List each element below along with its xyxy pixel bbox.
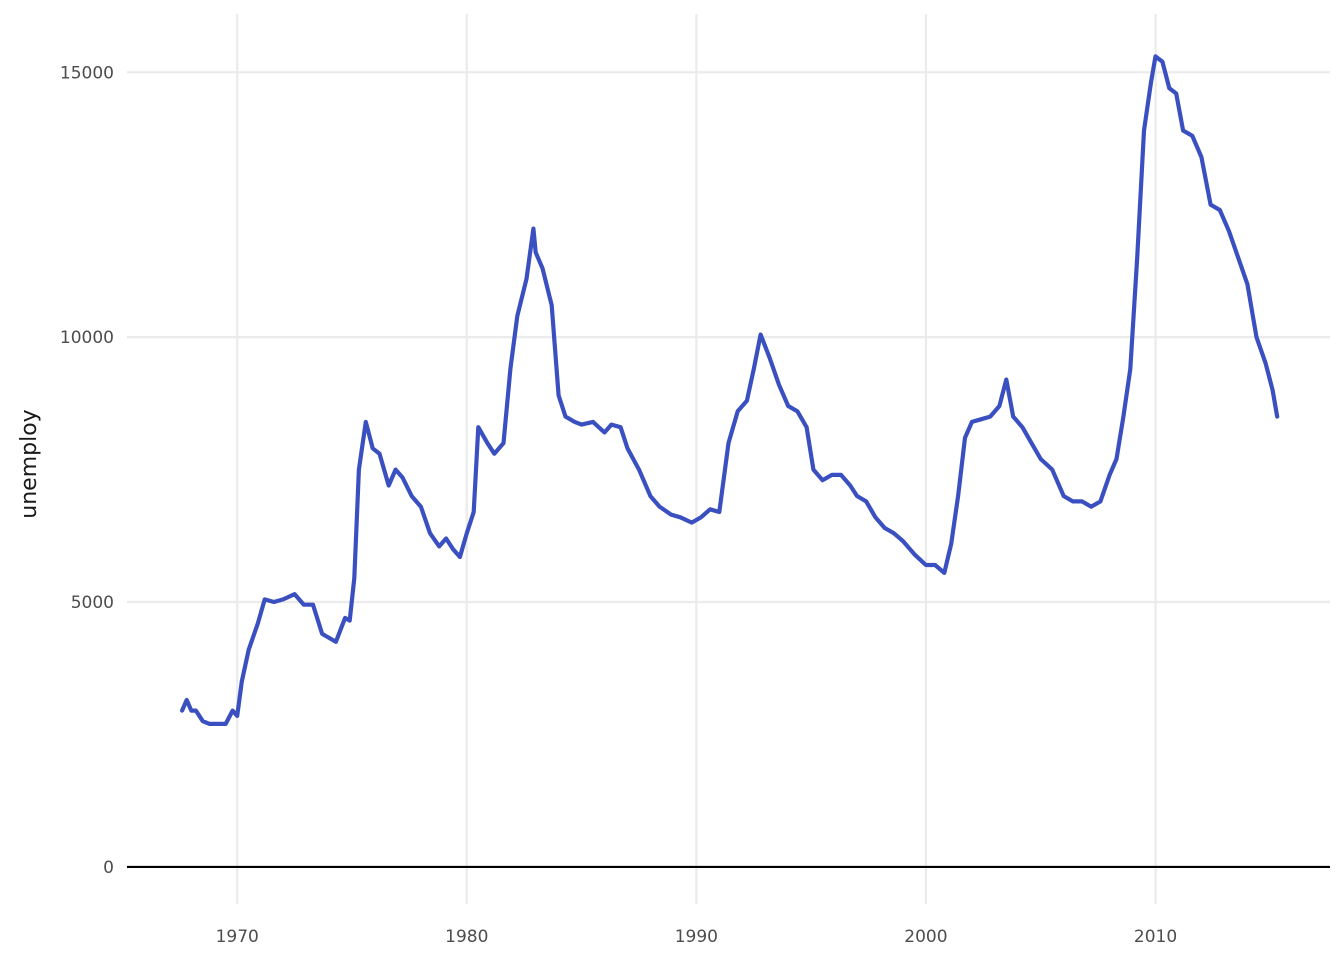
grid-lines — [127, 14, 1330, 904]
tick-labels: 1970 1980 1990 2000 2010 0 5000 10000 15000 — [60, 63, 1177, 947]
y-tick-label: 5000 — [71, 593, 114, 613]
x-tick-label: 1980 — [445, 927, 488, 947]
y-tick-label: 0 — [103, 858, 114, 878]
x-tick-label: 1970 — [216, 927, 259, 947]
x-tick-label: 2000 — [904, 927, 947, 947]
x-tick-label: 1990 — [675, 927, 718, 947]
y-tick-label: 15000 — [60, 63, 114, 83]
x-tick-label: 2010 — [1134, 927, 1177, 947]
y-tick-label: 10000 — [60, 328, 114, 348]
y-axis-title: unemploy — [17, 409, 42, 518]
series-line-unemploy — [180, 54, 1280, 726]
